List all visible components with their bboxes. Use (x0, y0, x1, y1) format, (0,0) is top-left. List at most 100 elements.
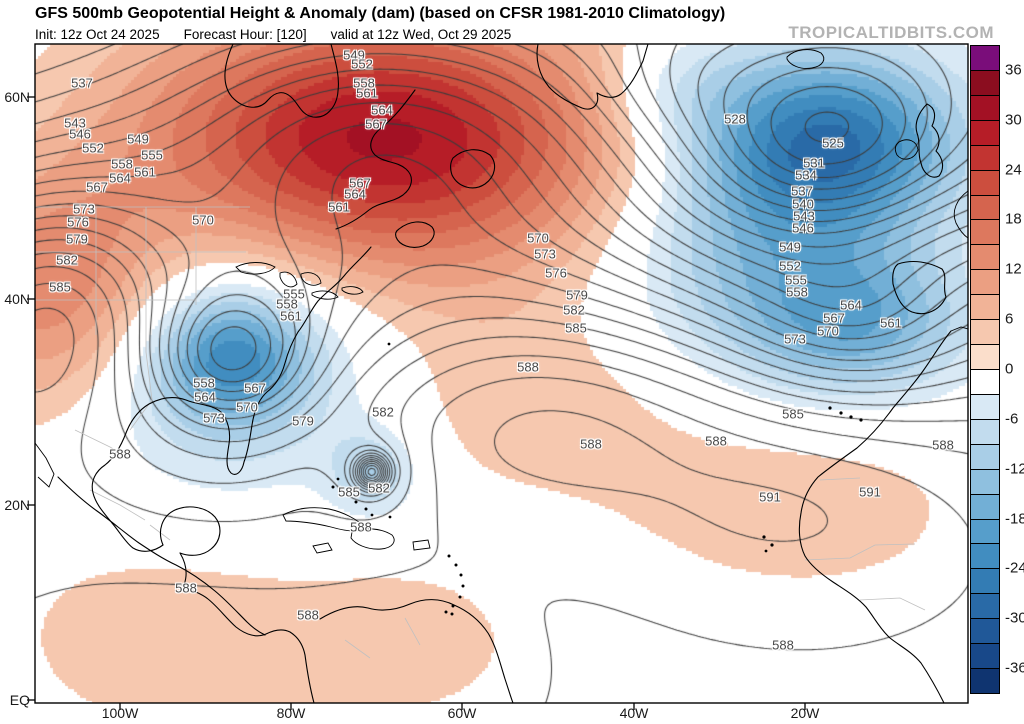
colorbar-segment (970, 45, 1000, 71)
contour-label: 588 (580, 436, 602, 452)
iberia-coastline (892, 260, 947, 315)
colorbar-segment (970, 144, 1000, 171)
nova-scotia-island (395, 221, 435, 248)
contour-label: 588 (350, 519, 372, 535)
mexico-pacific-coastline (57, 476, 266, 636)
chart-subtitle: Init: 12z Oct 24 2025 Forecast Hour: [120… (35, 27, 535, 42)
contour-label: 564 (840, 297, 862, 313)
lat-axis-label: 40N (4, 291, 30, 307)
yucatan-central-america-coastline (159, 506, 315, 703)
contour-label: 579 (292, 413, 314, 429)
contour-label: 588 (932, 437, 954, 453)
contour-label: 576 (67, 214, 89, 230)
contour-label: 585 (782, 406, 804, 422)
colorbar-tick-label: 12 (1005, 260, 1022, 278)
anomaly-contour-field (35, 44, 968, 703)
colorbar-segment (970, 568, 1000, 595)
contour-label: 573 (534, 246, 556, 262)
contour-label: 564 (194, 389, 216, 405)
contour-label: 564 (371, 102, 393, 118)
colorbar-segment (970, 543, 1000, 570)
colorbar-segment (970, 344, 1000, 370)
greenland-coastline (536, 44, 649, 110)
contour-label: 591 (859, 484, 881, 500)
contour-label: 588 (705, 433, 727, 449)
contour-label: 537 (71, 75, 93, 91)
contour-label: 555 (283, 286, 305, 302)
contour-label: 528 (724, 111, 746, 127)
colorbar-segment (970, 294, 1000, 321)
cuba-island (282, 507, 367, 532)
contour-label: 582 (563, 302, 585, 318)
contour-label: 582 (368, 480, 390, 496)
small-islands (331, 342, 863, 616)
colorbar-tick-label: 30 (1005, 111, 1022, 129)
lat-axis-label: 60N (4, 89, 30, 105)
contour-label: 552 (351, 56, 373, 72)
contour-label: 558 (786, 284, 808, 300)
colorbar-segment (970, 219, 1000, 246)
colorbar-segment (970, 443, 1000, 470)
colorbar-segment (970, 169, 1000, 196)
contour-label: 588 (772, 637, 794, 653)
puerto-rico-island (412, 539, 431, 551)
colorbar-segment (970, 418, 1000, 445)
south-america-coastline (319, 599, 514, 703)
contour-label: 579 (66, 231, 88, 247)
lat-axis-label: EQ (9, 692, 30, 708)
colorbar-tick-label: 0 (1005, 360, 1014, 378)
contour-label: 564 (344, 186, 366, 202)
contour-label: 558 (276, 296, 298, 312)
contour-label: 567 (349, 175, 371, 191)
colorbar-tick-label: 24 (1005, 161, 1022, 179)
contour-label: 549 (127, 131, 149, 147)
colorbar-segment (970, 518, 1000, 545)
hudson-bay-coastline (224, 44, 339, 118)
contour-label: 588 (517, 359, 539, 375)
chart-title: GFS 500mb Geopotential Height & Anomaly … (35, 5, 726, 22)
contour-label: 573 (784, 331, 806, 347)
colorbar-segment (970, 244, 1000, 271)
contour-label: 549 (343, 47, 365, 63)
contour-label: 543 (793, 208, 815, 224)
colorbar-tick-label: -30 (1005, 609, 1024, 627)
contour-label: 582 (372, 404, 394, 420)
colorbar-segment (970, 269, 1000, 296)
init-time-label: Init: 12z Oct 24 2025 (35, 27, 160, 42)
colorbar-tick-label: -18 (1005, 510, 1024, 528)
lat-axis-label: 20N (4, 497, 30, 513)
forecast-hour-label: Forecast Hour: [120] (183, 27, 307, 42)
contour-label: 573 (73, 201, 95, 217)
contour-label: 552 (82, 140, 104, 156)
contour-label: 570 (236, 399, 258, 415)
baja-coastline (35, 442, 55, 488)
lon-axis-label: 20W (790, 705, 820, 721)
colorbar-segment (970, 69, 1000, 96)
colorbar-segment (970, 369, 1000, 395)
contour-label: 561 (134, 164, 156, 180)
mediterranean-edge (950, 326, 968, 332)
colorbar-segment (970, 94, 1000, 121)
contour-label: 558 (111, 156, 133, 172)
contour-label: 588 (297, 607, 319, 623)
contour-label: 588 (109, 446, 131, 462)
contour-label: 567 (244, 380, 266, 396)
contour-label: 570 (192, 212, 214, 228)
africa-coastline (798, 330, 952, 703)
lon-axis-label: 60W (447, 705, 477, 721)
lon-axis-label: 100W (101, 705, 139, 721)
contour-label: 534 (795, 167, 817, 183)
contour-label: 561 (280, 308, 302, 324)
contour-label: 561 (356, 85, 378, 101)
contour-label: 564 (109, 170, 131, 186)
contour-label: 567 (365, 116, 387, 132)
hispaniola-island (350, 528, 395, 550)
contour-label: 561 (328, 199, 350, 215)
colorbar-segment (970, 468, 1000, 495)
contour-label: 567 (86, 179, 108, 195)
contour-label: 567 (823, 310, 845, 326)
colorbar-segment (970, 493, 1000, 520)
contour-label: 555 (141, 147, 163, 163)
colorbar-segment (970, 593, 1000, 620)
